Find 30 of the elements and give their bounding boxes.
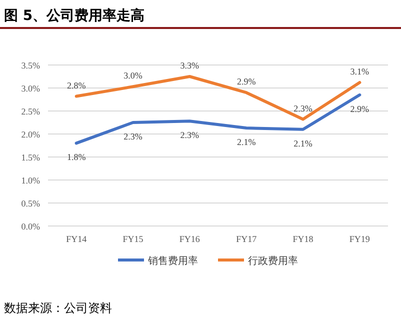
data-label: 2.9% — [350, 104, 370, 114]
legend-label: 销售费用率 — [147, 255, 198, 267]
note: 数据来源：公司资料 — [4, 301, 112, 315]
y-tick-label: 1.0% — [21, 176, 40, 186]
y-tick-label: 1.5% — [21, 152, 40, 162]
y-tick-label: 2.5% — [21, 106, 40, 116]
x-tick-label: FY14 — [66, 234, 88, 244]
title: 图 5、公司费用率走高 — [4, 8, 145, 24]
data-label: 2.1% — [294, 138, 313, 148]
data-label: 3.3% — [180, 60, 200, 70]
data-label: 2.1% — [236, 137, 256, 148]
data-label: 2.3% — [294, 103, 313, 114]
data-label: 3.1% — [350, 66, 370, 76]
data-label: 2.3% — [180, 130, 200, 140]
x-tick-label: FY18 — [292, 234, 314, 244]
x-tick-label: FY17 — [236, 234, 258, 244]
data-label: 2.9% — [236, 76, 256, 87]
x-tick-label: FY16 — [179, 234, 200, 244]
data-label: 1.8% — [66, 152, 86, 162]
x-tick-label: FY19 — [349, 234, 370, 244]
y-tick-label: 3.0% — [21, 84, 40, 94]
x-tick-label: FY15 — [122, 234, 144, 244]
data-label: 2.3% — [124, 132, 143, 142]
y-tick-label: 0.0% — [21, 222, 40, 232]
y-tick-label: 3.5% — [21, 60, 40, 70]
legend-label: 行政费用率 — [248, 255, 298, 267]
y-tick-label: 0.5% — [21, 198, 40, 208]
y-tick-label: 2.0% — [21, 130, 40, 140]
data-label: 2.8% — [66, 80, 86, 90]
data-label: 3.0% — [124, 70, 143, 81]
